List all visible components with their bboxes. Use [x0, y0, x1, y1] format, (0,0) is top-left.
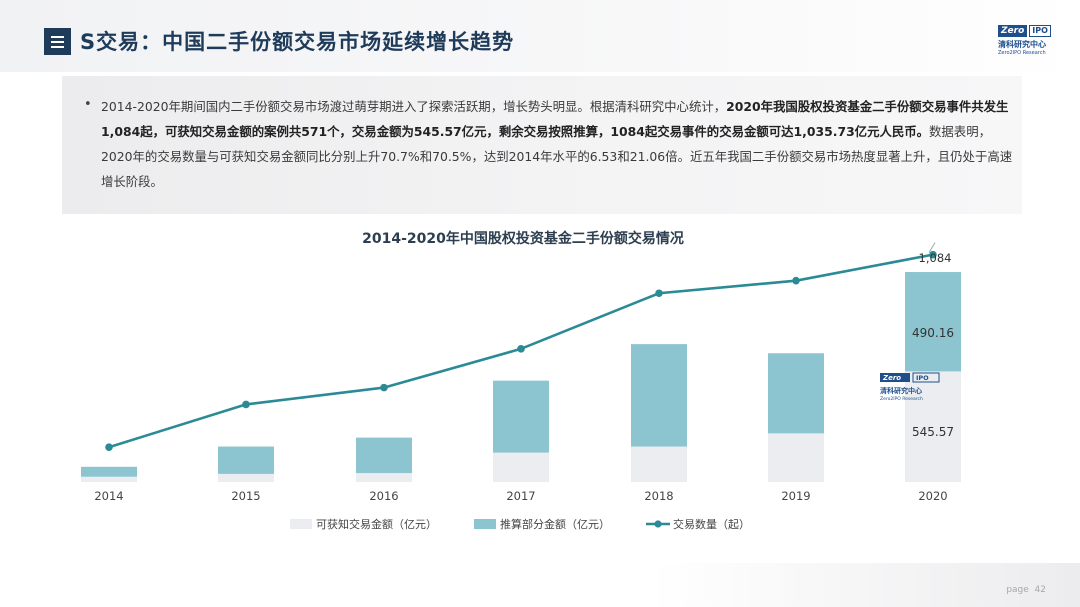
label-estimated-2020: 490.16 [912, 326, 954, 340]
x-tick-2020: 2020 [918, 489, 947, 503]
logo-ipo: IPO [1029, 25, 1051, 37]
point-count-2014 [105, 443, 113, 451]
bar-estimated-2015 [218, 446, 274, 474]
summary-seg1: 2014-2020年期间国内二手份额交易市场渡过萌芽期进入了探索活跃期，增长势头… [101, 99, 727, 114]
logo-zero: Zero [998, 25, 1028, 37]
header-bar: S交易：中国二手份额交易市场延续增长趋势 Zero IPO 清科研究中心 Zer… [0, 0, 1080, 72]
summary-text: 2014-2020年期间国内二手份额交易市场渡过萌芽期进入了探索活跃期，增长势头… [101, 94, 1016, 194]
watermark-ipo-box [912, 372, 940, 383]
logo-cn: 清科研究中心 [998, 40, 1046, 49]
legend-marker-count [654, 520, 662, 528]
legend-swatch-known [290, 519, 312, 529]
chart: 2014-2020年中国股权投资基金二手份额交易情况 2014 2015 2016 20… [81, 230, 961, 531]
watermark-ipo: IPO [916, 374, 929, 382]
summary-seg3: 数据表明，2020年的交易数量与可获知交易金额同比分别上升70.7%和70.5%… [101, 124, 1013, 189]
summary-panel [62, 76, 1022, 214]
watermark-cn: 清科研究中心 [880, 386, 922, 395]
page-number: page 42 [1006, 585, 1046, 595]
bar-known-2014 [81, 476, 137, 482]
bar-known-2016 [356, 473, 412, 482]
x-tick-2015: 2015 [231, 489, 260, 503]
page-label: page [1006, 585, 1029, 595]
legend-label-count: 交易数量（起） [673, 517, 750, 531]
point-count-2018 [655, 289, 663, 298]
x-tick-2017: 2017 [506, 489, 535, 503]
chart-title: 2014-2020年中国股权投资基金二手份额交易情况 [362, 230, 684, 247]
bar-known-2019 [768, 433, 824, 482]
bar-known-2015 [218, 473, 274, 482]
bullet-dot: • [84, 97, 92, 112]
point-count-2020 [929, 250, 937, 259]
bar-known-2017 [493, 452, 549, 482]
menu-icon[interactable] [44, 28, 71, 55]
point-count-2016 [380, 383, 388, 392]
point-count-2017 [517, 345, 525, 353]
x-tick-2014: 2014 [94, 489, 123, 503]
watermark-zero: Zero [882, 374, 901, 382]
legend-label-estimated: 推算部分金额（亿元） [500, 517, 610, 531]
legend-swatch-estimated [474, 519, 496, 529]
x-tick-2019: 2019 [781, 489, 810, 503]
logo-en: Zero2IPO Research [998, 50, 1046, 56]
page-number-value: 42 [1034, 585, 1046, 595]
summary-seg2: 2020年我国股权投资基金二手份额交易事件共发生1,084起，可获知交易金额的案… [101, 99, 1009, 139]
point-count-2019 [792, 276, 800, 285]
watermark-zero-box [880, 373, 910, 382]
point-count-2015 [242, 400, 250, 409]
bar-estimated-2016 [356, 437, 412, 474]
watermark-en: Zero2IPO Research [880, 396, 923, 402]
company-logo: Zero IPO 清科研究中心 Zero2IPO Research [998, 25, 1058, 61]
bar-estimated-2018 [631, 344, 687, 447]
legend-label-known: 可获知交易金额（亿元） [316, 517, 437, 531]
label-count-2020: 1,084 [919, 251, 952, 265]
bar-estimated-2014 [81, 466, 137, 477]
label-known-2020: 545.57 [912, 425, 954, 439]
bar-known-2018 [631, 446, 687, 482]
bar-known-2020 [905, 371, 961, 482]
footer-band [650, 563, 1080, 607]
x-tick-2018: 2018 [644, 489, 673, 503]
page-title: S交易：中国二手份额交易市场延续增长趋势 [80, 30, 515, 54]
bar-estimated-2020 [905, 272, 961, 372]
bar-estimated-2019 [768, 353, 824, 434]
count-label-leader [928, 242, 936, 253]
x-tick-2016: 2016 [369, 489, 398, 503]
bar-estimated-2017 [493, 380, 549, 453]
